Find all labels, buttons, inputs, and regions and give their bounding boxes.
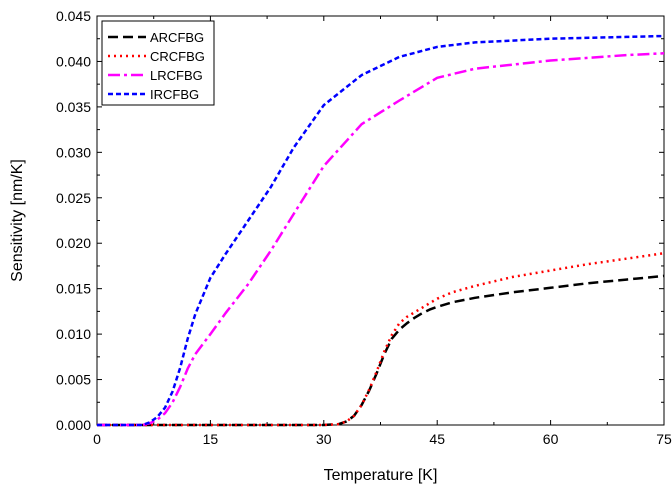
legend-label-ircfbg: IRCFBG: [150, 87, 199, 102]
y-tick-label: 0.010: [56, 326, 91, 342]
series-lines: [97, 34, 665, 427]
y-tick-label: 0.045: [56, 8, 91, 24]
y-axis-label: Sensitivity [nm/K]: [9, 159, 26, 282]
legend-label-lrcfbg: LRCFBG: [150, 68, 203, 83]
x-tick-label: 15: [203, 431, 219, 447]
y-tick-label: 0.015: [56, 281, 91, 297]
x-axis-ticks: 0 15 30 45 60 75: [93, 16, 672, 447]
x-axis-label: Temperature [K]: [324, 467, 438, 484]
y-tick-label: 0.035: [56, 99, 91, 115]
y-tick-label: 0.025: [56, 190, 91, 206]
x-tick-label: 60: [543, 431, 559, 447]
series-line-arcfbg: [97, 274, 665, 427]
legend-label-arcfbg: ARCFBG: [150, 30, 204, 45]
legend-box: [101, 20, 215, 106]
x-tick-label: 30: [316, 431, 332, 447]
series-line-lrcfbg: [97, 52, 665, 427]
y-tick-label: 0.030: [56, 144, 91, 160]
series-line-crcfbg: [97, 251, 665, 427]
x-tick-label: 0: [93, 431, 101, 447]
series-line-ircfbg: [97, 34, 665, 427]
y-tick-label: 0.005: [56, 372, 91, 388]
y-tick-label: 0.020: [56, 235, 91, 251]
y-tick-label: 0.000: [56, 417, 91, 433]
legend-label-crcfbg: CRCFBG: [150, 49, 205, 64]
y-axis-ticks: 0.000 0.005 0.010 0.015 0.020 0.025 0.030 0.035…: [56, 8, 664, 433]
x-tick-label: 45: [429, 431, 445, 447]
x-tick-label: 75: [656, 431, 672, 447]
legend: ARCFBG CRCFBG LRCFBG IRCFBG: [101, 20, 215, 106]
y-tick-label: 0.040: [56, 53, 91, 69]
